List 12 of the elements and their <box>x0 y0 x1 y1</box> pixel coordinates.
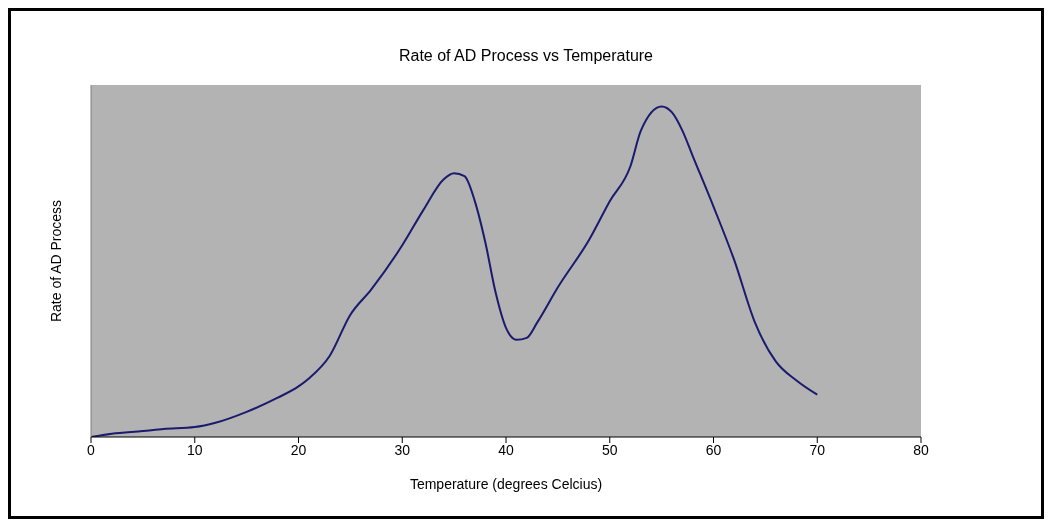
y-axis-title: Rate of AD Process <box>47 199 64 323</box>
x-tick-label: 80 <box>913 441 929 458</box>
x-tick-label: 70 <box>809 441 826 458</box>
x-tick-label: 40 <box>498 441 514 458</box>
x-tick-label: 60 <box>705 441 722 458</box>
x-axis-title: Temperature (degrees Celcius) <box>409 476 603 492</box>
x-tick-label: 10 <box>186 441 203 458</box>
x-tick-label: 30 <box>394 441 411 458</box>
chart-title: Rate of AD Process vs Temperature <box>397 47 654 66</box>
x-tick-label: 50 <box>601 441 618 458</box>
x-tick-label: 20 <box>290 441 307 458</box>
x-tick-label: 0 <box>87 441 96 458</box>
